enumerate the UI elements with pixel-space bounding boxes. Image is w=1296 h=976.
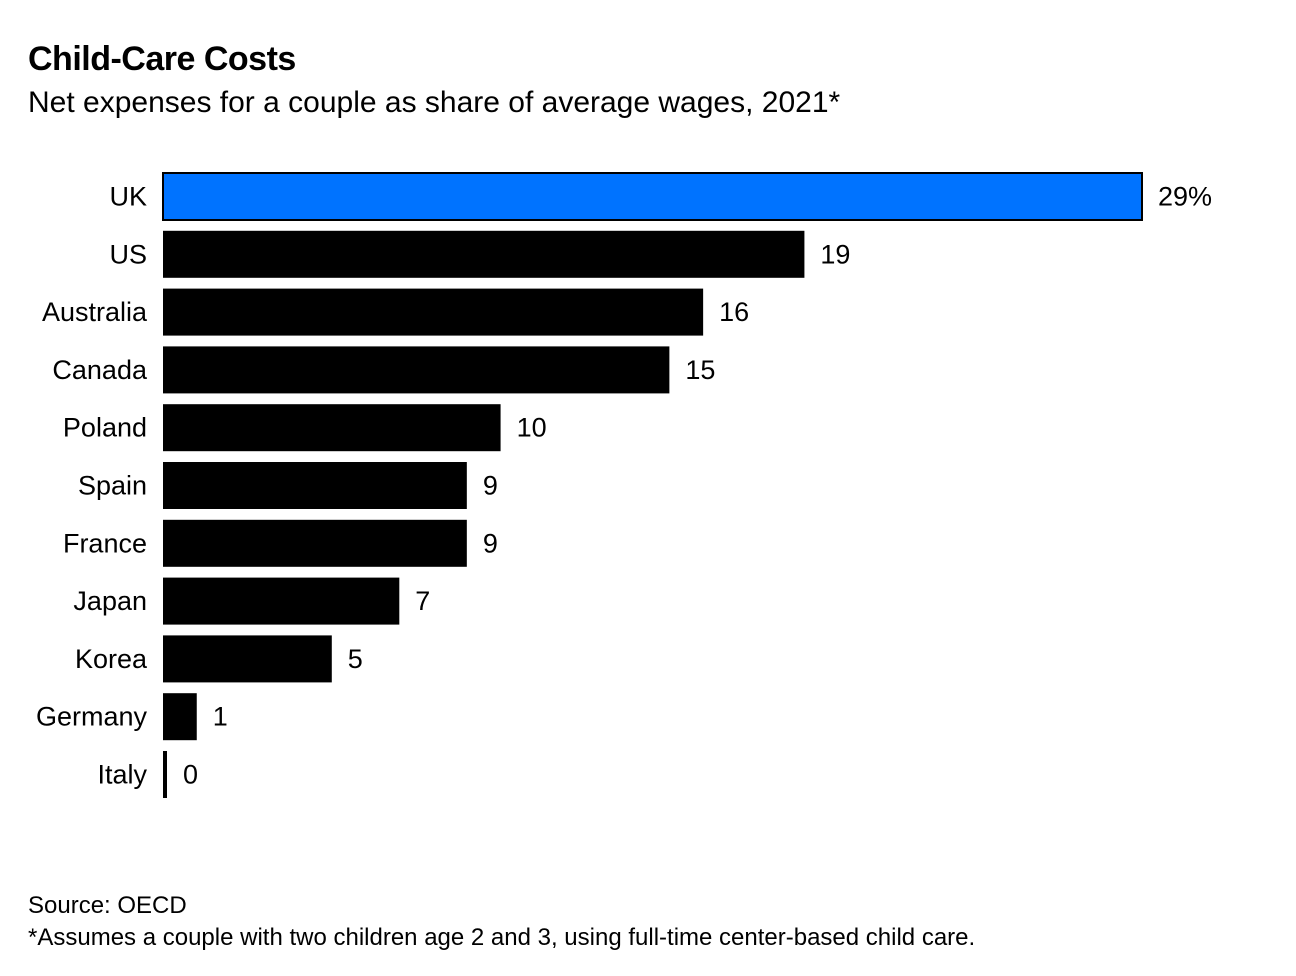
category-label-korea: Korea <box>75 644 148 674</box>
category-label-us: US <box>109 239 147 269</box>
footnote: *Assumes a couple with two children age … <box>28 924 976 951</box>
value-label-uk: 29% <box>1158 182 1212 212</box>
bar-germany <box>163 693 197 741</box>
value-label-poland: 10 <box>517 413 547 443</box>
value-label-us: 19 <box>820 239 850 269</box>
category-label-germany: Germany <box>36 702 148 732</box>
source-note: Source: OECD <box>28 892 187 919</box>
bar-poland <box>163 404 501 452</box>
bar-korea <box>163 635 332 683</box>
bar-spain <box>163 462 467 509</box>
bar-italy <box>163 751 167 798</box>
category-label-spain: Spain <box>78 471 147 501</box>
category-label-italy: Italy <box>97 760 147 790</box>
bar-uk <box>162 172 1143 221</box>
value-label-canada: 15 <box>685 355 715 385</box>
bar-us <box>163 230 805 278</box>
bar-france <box>163 519 467 567</box>
chart-subtitle: Net expenses for a couple as share of av… <box>28 86 841 119</box>
bar-japan <box>163 577 400 625</box>
value-label-australia: 16 <box>719 297 749 327</box>
value-label-france: 9 <box>483 528 498 558</box>
value-label-japan: 7 <box>415 586 430 616</box>
category-label-poland: Poland <box>63 413 147 443</box>
value-label-germany: 1 <box>213 702 228 732</box>
bar-australia <box>163 288 704 336</box>
value-label-italy: 0 <box>183 760 198 790</box>
category-label-france: France <box>63 528 147 558</box>
value-label-korea: 5 <box>348 644 363 674</box>
chart-title: Child-Care Costs <box>28 40 296 78</box>
category-label-australia: Australia <box>42 297 148 327</box>
category-label-japan: Japan <box>73 586 147 616</box>
category-label-canada: Canada <box>52 355 148 385</box>
category-label-uk: UK <box>109 182 147 212</box>
value-label-spain: 9 <box>483 471 498 501</box>
bar-canada <box>163 346 670 394</box>
